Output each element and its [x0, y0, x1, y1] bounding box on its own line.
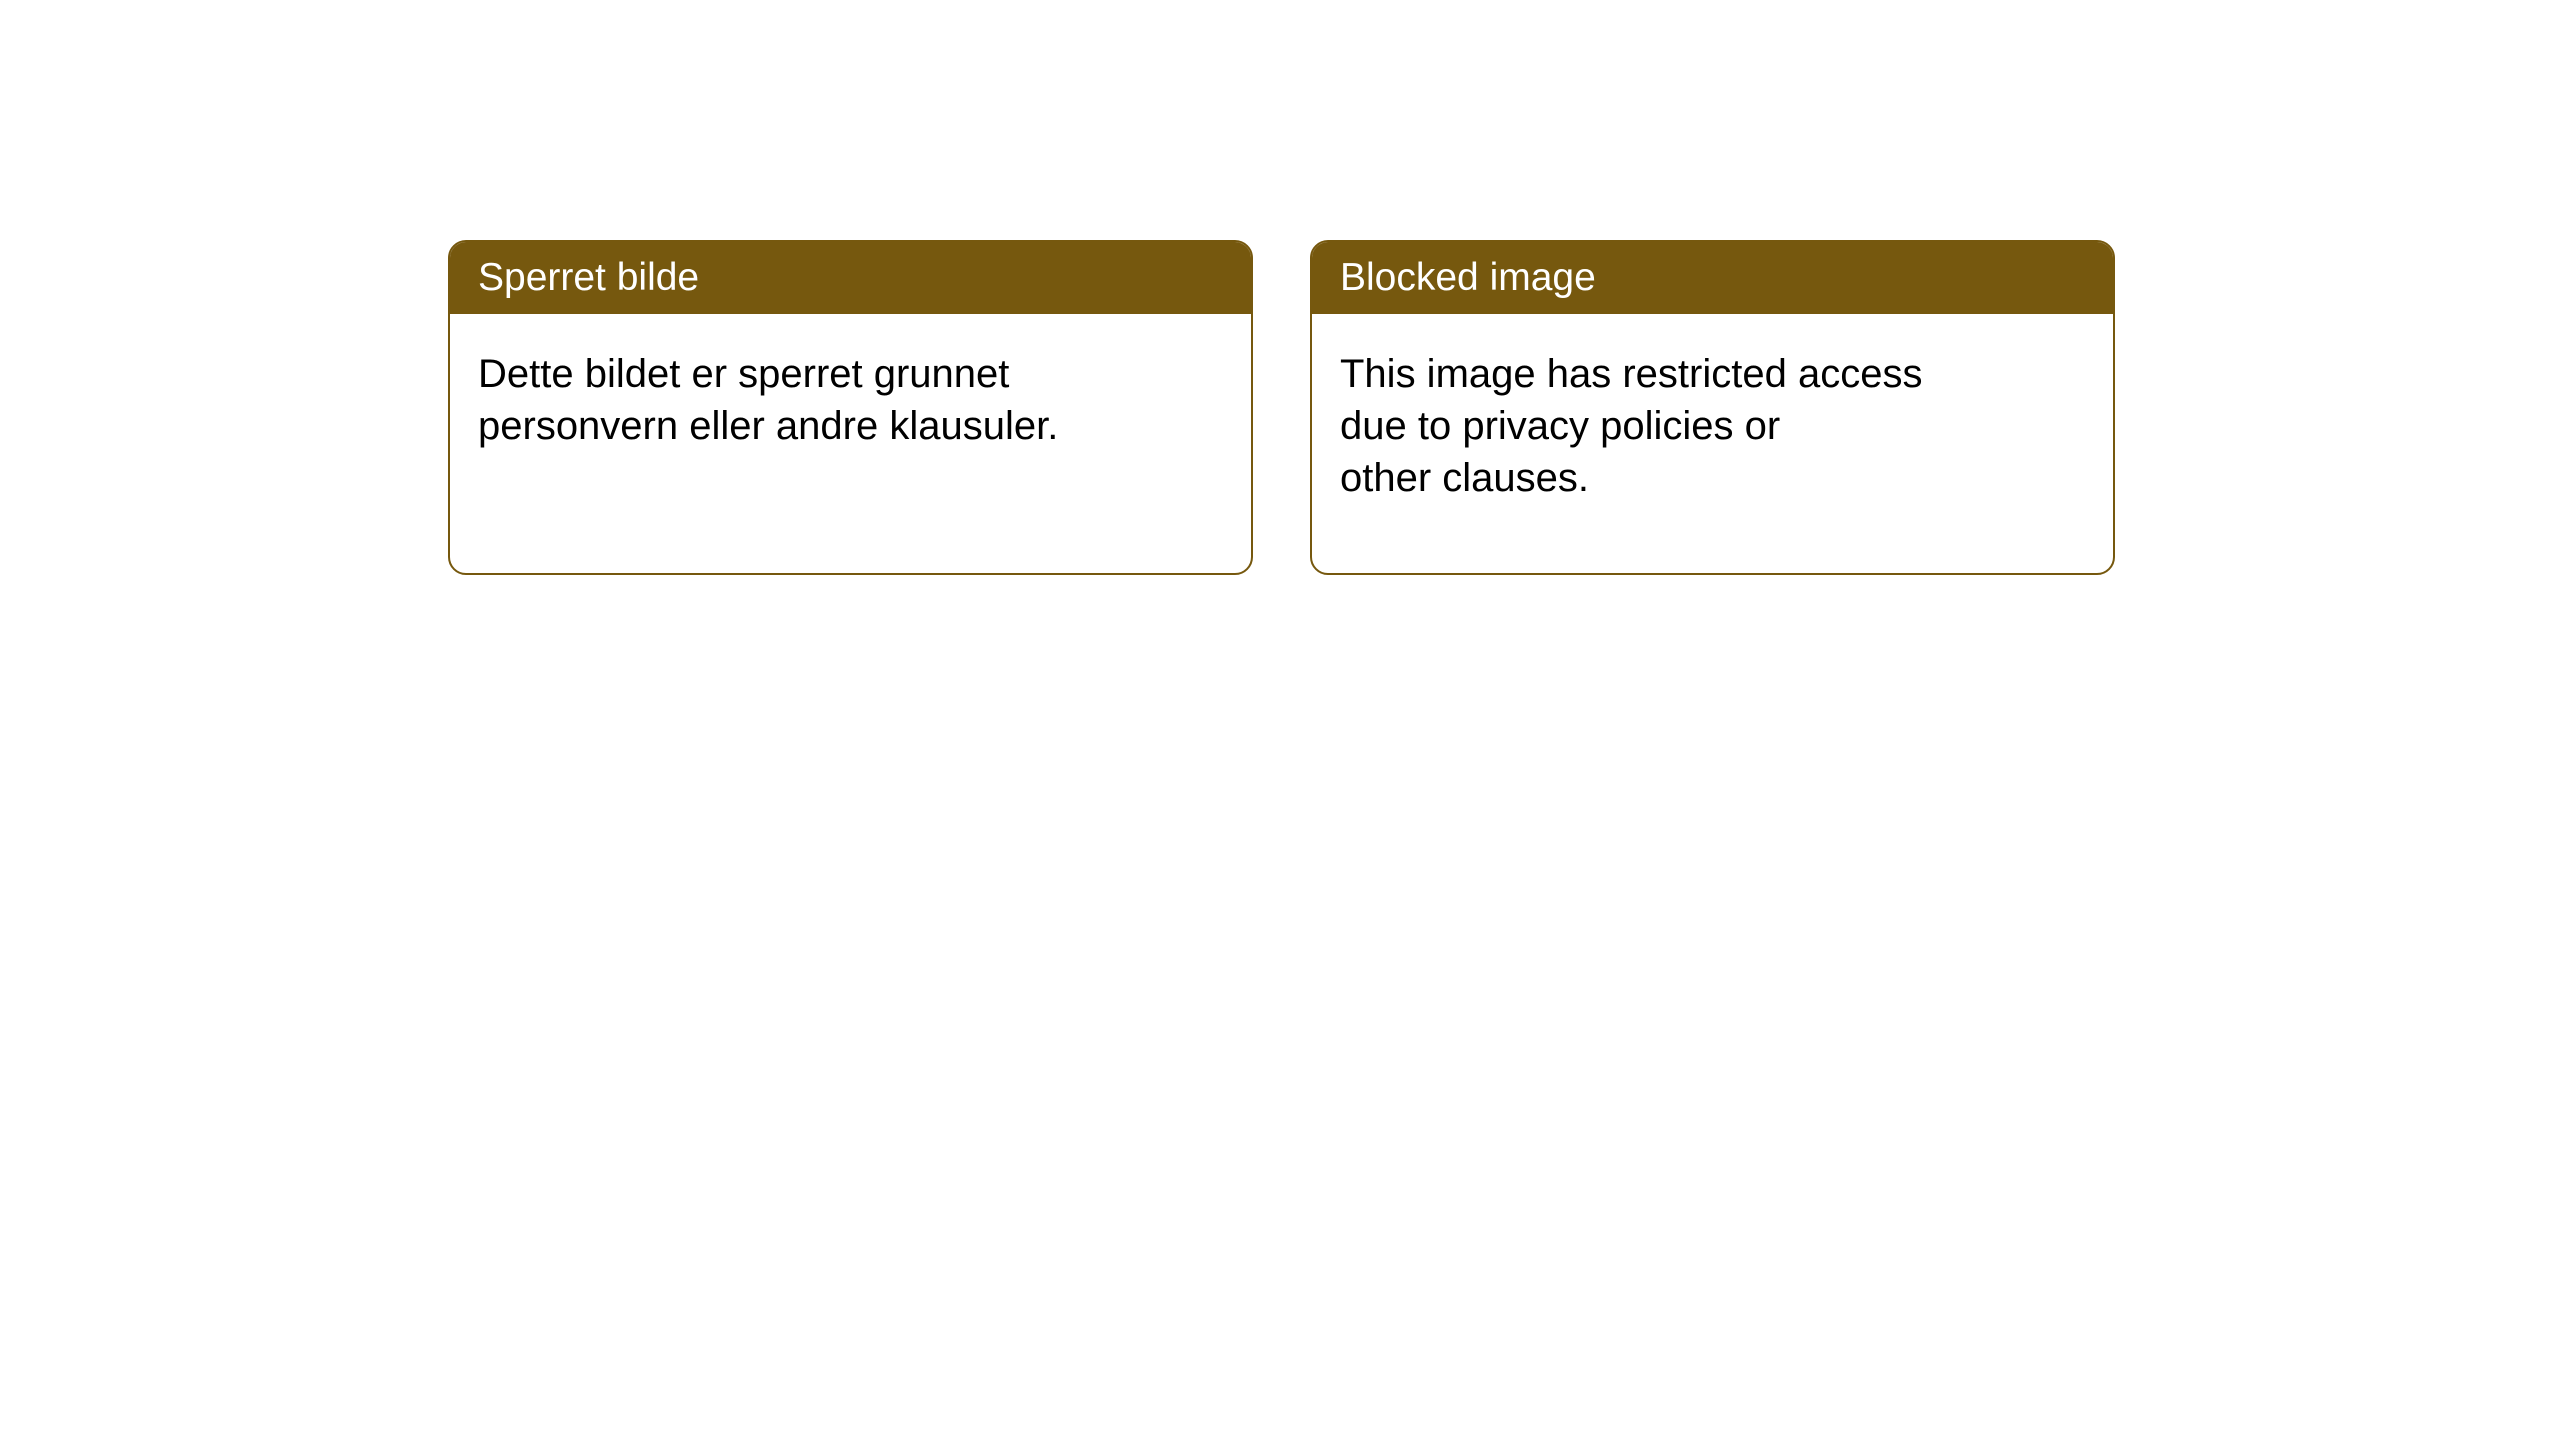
notice-body: Dette bildet er sperret grunnet personve… [450, 314, 1150, 486]
notice-card-norwegian: Sperret bilde Dette bildet er sperret gr… [448, 240, 1253, 575]
notice-container: Sperret bilde Dette bildet er sperret gr… [0, 0, 2560, 575]
notice-title: Sperret bilde [450, 242, 1251, 314]
notice-card-english: Blocked image This image has restricted … [1310, 240, 2115, 575]
notice-title: Blocked image [1312, 242, 2113, 314]
notice-body: This image has restricted access due to … [1312, 314, 2012, 538]
